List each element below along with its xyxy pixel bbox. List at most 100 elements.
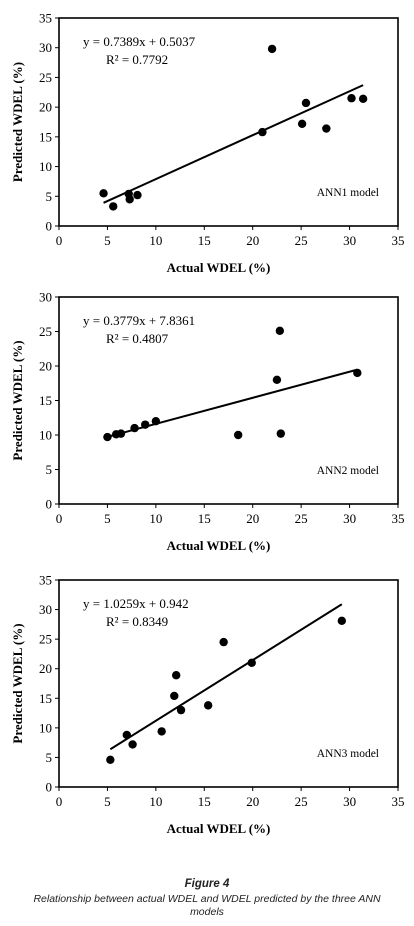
x-tick-label: 35 (392, 233, 405, 248)
data-point (247, 658, 256, 667)
y-tick-label: 15 (39, 393, 52, 408)
x-axis-title: Actual WDEL (%) (167, 260, 271, 275)
x-tick-label: 20 (246, 511, 259, 526)
data-point (275, 326, 285, 336)
data-point (128, 740, 137, 749)
regression-equation: y = 0.3779x + 7.8361 (83, 313, 195, 328)
x-tick-label: 15 (198, 794, 211, 809)
data-point (171, 671, 181, 680)
x-tick-label: 10 (149, 511, 162, 526)
data-point (267, 44, 277, 54)
x-tick-label: 10 (149, 233, 162, 248)
data-point (337, 616, 347, 626)
y-tick-label: 15 (39, 129, 52, 144)
x-tick-label: 30 (343, 233, 356, 248)
x-tick-label: 5 (104, 233, 111, 248)
data-point (116, 429, 126, 438)
y-tick-label: 30 (39, 40, 52, 55)
y-axis-title: Predicted WDEL (%) (10, 623, 25, 743)
plot-area (58, 17, 399, 227)
data-point (322, 124, 331, 133)
x-tick-label: 20 (246, 233, 259, 248)
x-tick-label: 0 (56, 511, 63, 526)
y-tick-label: 30 (39, 290, 52, 305)
regression-equation: y = 1.0259x + 0.942 (83, 596, 189, 611)
data-point (258, 127, 267, 137)
data-point (141, 420, 150, 429)
y-tick-label: 10 (39, 720, 52, 735)
x-tick-label: 25 (295, 511, 308, 526)
r-squared-label: R² = 0.7792 (106, 52, 168, 67)
data-point (272, 375, 282, 384)
r-squared-label: R² = 0.8349 (106, 614, 168, 629)
x-axis-title: Actual WDEL (%) (167, 821, 271, 836)
y-tick-label: 10 (39, 428, 52, 443)
data-point (297, 119, 307, 128)
chart-panel-3: 0 5 10 15 20 25 30 35 0 5 10 15 20 25 30 35 Actual WDEL … (10, 573, 405, 837)
chart-panel-2: 0 5 10 15 20 25 30 0 5 10 15 20 25 30 35 Actual WDEL (%… (10, 290, 405, 554)
data-point (358, 94, 368, 104)
data-point (109, 202, 118, 211)
plot-area (58, 579, 399, 788)
y-axis-title: Predicted WDEL (%) (10, 62, 25, 182)
data-point (130, 423, 139, 433)
figure-caption-label: Figure 4 (184, 878, 230, 890)
data-point (170, 691, 179, 701)
x-axis-title: Actual WDEL (%) (167, 538, 271, 553)
data-point (176, 705, 186, 715)
y-tick-label: 5 (46, 750, 53, 765)
data-point (106, 755, 115, 764)
x-tick-label: 35 (392, 511, 405, 526)
y-tick-label: 5 (46, 189, 53, 204)
plot-area (58, 296, 399, 505)
r-squared-label: R² = 0.4807 (106, 331, 169, 346)
x-tick-label: 15 (198, 233, 211, 248)
data-point (151, 417, 161, 426)
regression-equation: y = 0.7389x + 0.5037 (83, 34, 196, 49)
trendline (103, 84, 364, 204)
x-tick-label: 25 (295, 233, 308, 248)
data-point (125, 195, 134, 204)
y-tick-label: 0 (46, 780, 53, 795)
y-tick-label: 30 (39, 602, 52, 617)
y-tick-label: 10 (39, 159, 52, 174)
y-tick-label: 20 (39, 661, 52, 676)
x-tick-label: 30 (343, 794, 356, 809)
x-tick-label: 30 (343, 511, 356, 526)
trendline (109, 603, 343, 751)
x-tick-label: 0 (56, 233, 63, 248)
data-point (122, 730, 131, 740)
data-point (219, 637, 228, 647)
data-point (301, 98, 311, 108)
x-tick-label: 10 (149, 794, 162, 809)
y-tick-label: 25 (39, 324, 52, 339)
model-label: ANN2 model (317, 465, 379, 477)
y-tick-label: 25 (39, 632, 52, 647)
data-point (157, 727, 166, 736)
x-tick-label: 25 (295, 794, 308, 809)
x-tick-label: 20 (246, 794, 259, 809)
data-point (103, 432, 112, 442)
y-tick-label: 5 (46, 462, 53, 477)
x-tick-label: 5 (104, 794, 111, 809)
data-point (353, 368, 362, 378)
chart-panel-1: 0 5 10 15 20 25 30 35 0 5 10 15 20 25 30 35 Actual WDEL … (10, 11, 405, 276)
y-tick-label: 35 (39, 573, 52, 588)
x-tick-label: 0 (56, 794, 63, 809)
data-point (99, 189, 108, 198)
y-tick-label: 20 (39, 359, 52, 374)
y-tick-label: 15 (39, 691, 52, 706)
y-tick-label: 0 (46, 497, 53, 512)
data-point (133, 190, 142, 200)
x-tick-label: 15 (198, 511, 211, 526)
model-label: ANN1 model (317, 187, 379, 199)
y-tick-label: 0 (46, 219, 53, 234)
data-point (233, 430, 243, 440)
figure-caption-text: Relationship between actual WDEL and WDE… (33, 893, 381, 918)
data-point (347, 94, 356, 103)
data-point (276, 429, 286, 438)
y-tick-label: 35 (39, 11, 52, 26)
x-tick-label: 5 (104, 511, 111, 526)
data-point (203, 701, 213, 710)
